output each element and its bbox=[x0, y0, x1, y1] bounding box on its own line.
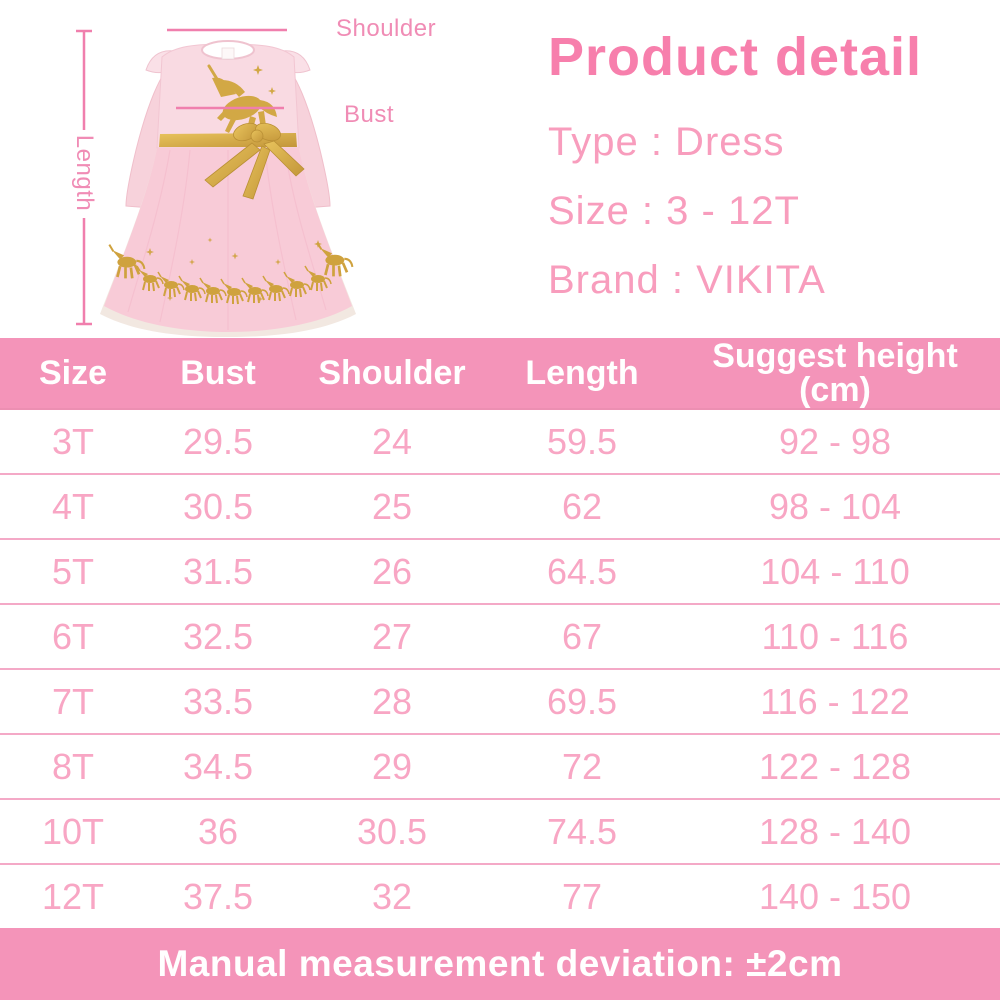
table-cell: 34.5 bbox=[182, 745, 254, 787]
table-cell: 36 bbox=[197, 810, 239, 852]
table-cell: 122 - 128 bbox=[758, 745, 912, 787]
page-title: Product detail bbox=[548, 27, 923, 87]
table-cell: 7T bbox=[51, 680, 94, 722]
table-cell: 31.5 bbox=[182, 550, 254, 592]
table-cell: 8T bbox=[51, 745, 94, 787]
table-cell: 92 - 98 bbox=[778, 420, 892, 462]
table-cell: 32 bbox=[371, 875, 413, 917]
table-cell: 64.5 bbox=[546, 550, 618, 592]
table-cell: 104 - 110 bbox=[760, 550, 910, 592]
table-cell: 6T bbox=[51, 615, 94, 657]
table-cell: 116 - 122 bbox=[760, 680, 910, 722]
column-header: Bust bbox=[146, 338, 290, 410]
table-cell: 32.5 bbox=[182, 615, 254, 657]
table-cell: 37.5 bbox=[182, 875, 254, 917]
bust-label: Bust bbox=[344, 101, 395, 128]
table-cell: 62 bbox=[561, 485, 603, 527]
table-cell: 29.5 bbox=[182, 420, 254, 462]
table-cell: 24 bbox=[371, 420, 413, 462]
table-cell: 26 bbox=[371, 550, 413, 592]
column-header: Length bbox=[494, 338, 670, 410]
product-photo-area: Shoulder Bust Length bbox=[0, 0, 1000, 338]
product-type-line: Type : Dress bbox=[548, 120, 785, 164]
dress-illustration bbox=[76, 28, 356, 337]
table-cell: 98 - 104 bbox=[768, 485, 902, 527]
table-cell: 27 bbox=[371, 615, 413, 657]
table-cell: 5T bbox=[51, 550, 94, 592]
table-cell: 28 bbox=[371, 680, 413, 722]
table-cell: 110 - 116 bbox=[761, 615, 909, 657]
table-cell: 33.5 bbox=[182, 680, 254, 722]
table-cell: 77 bbox=[561, 875, 603, 917]
table-row: 4T 30.5 25 62 98 - 104 bbox=[0, 474, 1000, 539]
measurement-note: Manual measurement deviation: ±2cm bbox=[157, 943, 843, 984]
table-cell: 128 - 140 bbox=[758, 810, 912, 852]
table-cell: 72 bbox=[561, 745, 603, 787]
table-cell: 140 - 150 bbox=[758, 875, 912, 917]
table-row: 10T 36 30.5 74.5 128 - 140 bbox=[0, 799, 1000, 864]
measure-lines bbox=[76, 28, 287, 326]
table-row: 6T 32.5 27 67 110 - 116 bbox=[0, 604, 1000, 669]
product-brand-line: Brand : VIKITA bbox=[548, 258, 826, 302]
table-row: 3T 29.5 24 59.5 92 - 98 bbox=[0, 409, 1000, 474]
table-cell: 4T bbox=[51, 485, 94, 527]
table-cell: 74.5 bbox=[546, 810, 618, 852]
size-table-head-row: Size Bust Shoulder Length Suggest height (cm… bbox=[0, 338, 1000, 410]
shoulder-label: Shoulder bbox=[336, 15, 437, 42]
product-detail-block: Product detail Type : Dress Size : 3 - 1… bbox=[548, 26, 988, 327]
table-cell: 67 bbox=[561, 615, 603, 657]
column-header: Suggest height (cm) bbox=[670, 338, 1000, 410]
size-chart-table: Size Bust Shoulder Length Suggest height (cm… bbox=[0, 338, 1000, 928]
column-header: Shoulder bbox=[290, 338, 494, 410]
table-row: 7T 33.5 28 69.5 116 - 122 bbox=[0, 669, 1000, 734]
table-cell: 3T bbox=[51, 420, 94, 462]
measurement-note-banner: Manual measurement deviation: ±2cm bbox=[0, 928, 1000, 1000]
table-cell: 29 bbox=[371, 745, 413, 787]
product-size-line: Size : 3 - 12T bbox=[548, 189, 800, 233]
size-table-body: 3T 29.5 24 59.5 92 - 98 4T 30.5 25 62 98 - 104 5T 3… bbox=[0, 409, 1000, 928]
table-cell: 30.5 bbox=[182, 485, 254, 527]
table-cell: 59.5 bbox=[546, 420, 618, 462]
size-table-header: Size Bust Shoulder Length Suggest height (cm… bbox=[0, 338, 1000, 410]
table-cell: 69.5 bbox=[546, 680, 618, 722]
table-cell: 25 bbox=[371, 485, 413, 527]
table-row: 5T 31.5 26 64.5 104 - 110 bbox=[0, 539, 1000, 604]
table-cell: 10T bbox=[41, 810, 105, 852]
table-cell: 12T bbox=[41, 875, 105, 917]
table-row: 12T 37.5 32 77 140 - 150 bbox=[0, 864, 1000, 928]
column-header: Size bbox=[0, 338, 146, 410]
table-cell: 30.5 bbox=[356, 810, 428, 852]
table-row: 8T 34.5 29 72 122 - 128 bbox=[0, 734, 1000, 799]
length-label: Length bbox=[71, 134, 98, 212]
